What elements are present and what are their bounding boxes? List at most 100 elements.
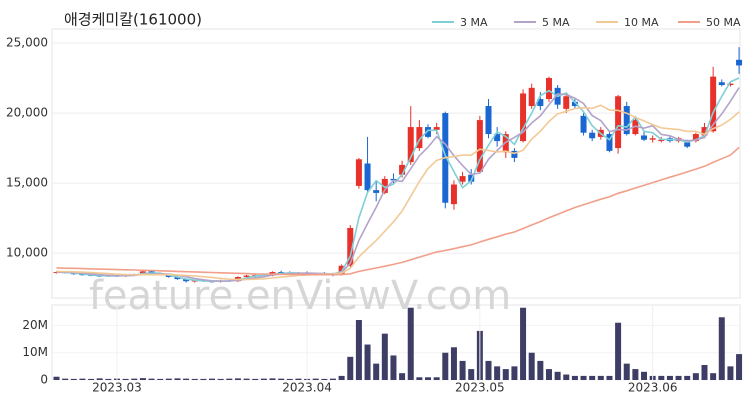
candle-body bbox=[528, 87, 535, 107]
volume-bar bbox=[70, 378, 77, 380]
volume-bar bbox=[200, 378, 207, 380]
ma-line bbox=[56, 77, 740, 282]
candle-body bbox=[571, 101, 578, 107]
candle-body bbox=[511, 150, 518, 158]
volume-bar bbox=[347, 356, 354, 380]
x-tick-label: 2023.06 bbox=[628, 381, 678, 395]
candle-body bbox=[425, 127, 432, 137]
volume-bar bbox=[105, 378, 112, 380]
volume-bar bbox=[701, 365, 708, 380]
y-tick-label: 10,000 bbox=[6, 246, 48, 260]
volume-bar bbox=[53, 376, 60, 380]
candle-body bbox=[692, 134, 699, 142]
candle-body bbox=[476, 120, 483, 172]
candle-body bbox=[589, 132, 596, 139]
volume-bar bbox=[692, 373, 699, 380]
volume-bar bbox=[252, 378, 259, 380]
volume-bar bbox=[338, 375, 345, 380]
volume-bar bbox=[641, 371, 648, 380]
candle-body bbox=[684, 142, 691, 147]
volume-bar bbox=[615, 322, 622, 380]
candle-body bbox=[580, 115, 587, 133]
volume-bar bbox=[459, 360, 466, 380]
candle-body bbox=[373, 190, 380, 193]
ma-line bbox=[56, 104, 740, 281]
volume-bar bbox=[407, 307, 414, 380]
volume-bar bbox=[666, 375, 673, 380]
candle-body bbox=[278, 272, 285, 274]
candle-body bbox=[537, 99, 544, 107]
volume-bar bbox=[390, 355, 397, 380]
candle-body bbox=[459, 176, 466, 182]
legend-label: 50 MA bbox=[706, 16, 741, 29]
volume-bar bbox=[165, 378, 172, 380]
y-tick-label: 20M bbox=[22, 318, 48, 332]
volume-bar bbox=[632, 369, 639, 380]
volume-bar bbox=[381, 333, 388, 380]
volume-bar bbox=[494, 366, 501, 380]
x-tick-label: 2023.05 bbox=[455, 381, 505, 395]
volume-bar bbox=[234, 378, 241, 380]
volume-bar bbox=[191, 378, 198, 380]
candle-body bbox=[520, 93, 527, 142]
y-tick-label: 15,000 bbox=[6, 176, 48, 190]
volume-bar bbox=[425, 377, 432, 380]
legend-label: 10 MA bbox=[624, 16, 659, 29]
volume-bar bbox=[554, 371, 561, 380]
volume-bar bbox=[122, 378, 129, 380]
price-panel bbox=[51, 28, 741, 299]
candle-body bbox=[183, 279, 190, 282]
volume-bar bbox=[321, 378, 328, 380]
y-tick-label: 10M bbox=[22, 345, 48, 359]
volume-bar bbox=[286, 378, 293, 380]
candle-body bbox=[658, 139, 665, 142]
candle-body bbox=[355, 159, 362, 186]
ma-line bbox=[56, 146, 740, 276]
volume-bar bbox=[364, 344, 371, 380]
volume-bar bbox=[450, 347, 457, 380]
volume-bar bbox=[139, 378, 146, 380]
volume-bar bbox=[416, 377, 423, 380]
volume-bar bbox=[174, 378, 181, 380]
y-tick-label: 25,000 bbox=[6, 36, 48, 50]
candle-body bbox=[174, 276, 181, 280]
volume-bar bbox=[563, 374, 570, 380]
volume-bar bbox=[148, 378, 155, 380]
legend-label: 5 MA bbox=[542, 16, 570, 29]
candle-body bbox=[494, 134, 501, 142]
volume-bar bbox=[355, 320, 362, 380]
volume-bar bbox=[183, 378, 190, 380]
volume-bar bbox=[623, 363, 630, 380]
candle-body bbox=[623, 106, 630, 135]
volume-bar bbox=[433, 377, 440, 380]
candle-body bbox=[399, 164, 406, 175]
candle-body bbox=[649, 138, 656, 140]
volume-bar bbox=[727, 366, 734, 380]
candle-body bbox=[243, 275, 250, 277]
volume-bar bbox=[736, 354, 743, 380]
volume-bar bbox=[511, 366, 518, 380]
volume-bar bbox=[226, 378, 233, 380]
volume-bar bbox=[88, 378, 95, 380]
volume-bar bbox=[131, 378, 138, 380]
volume-bar bbox=[269, 378, 276, 380]
volume-bar bbox=[79, 378, 86, 380]
ma-line bbox=[56, 87, 740, 282]
volume-bar bbox=[710, 373, 717, 380]
candle-body bbox=[545, 78, 552, 100]
volume-bar bbox=[442, 352, 449, 380]
volume-bar bbox=[502, 369, 509, 380]
volume-bar bbox=[597, 375, 604, 380]
candle-body bbox=[606, 134, 613, 151]
candle-body bbox=[710, 76, 717, 132]
candle-body bbox=[347, 227, 354, 266]
legend-label: 3 MA bbox=[460, 16, 488, 29]
y-tick-label: 20,000 bbox=[6, 106, 48, 120]
watermark: feature.enViewV.com bbox=[89, 273, 511, 319]
volume-bar bbox=[62, 378, 69, 380]
volume-bar bbox=[528, 352, 535, 380]
y-tick-label: 0 bbox=[40, 373, 48, 387]
volume-bar bbox=[537, 360, 544, 380]
volume-bar bbox=[571, 375, 578, 380]
